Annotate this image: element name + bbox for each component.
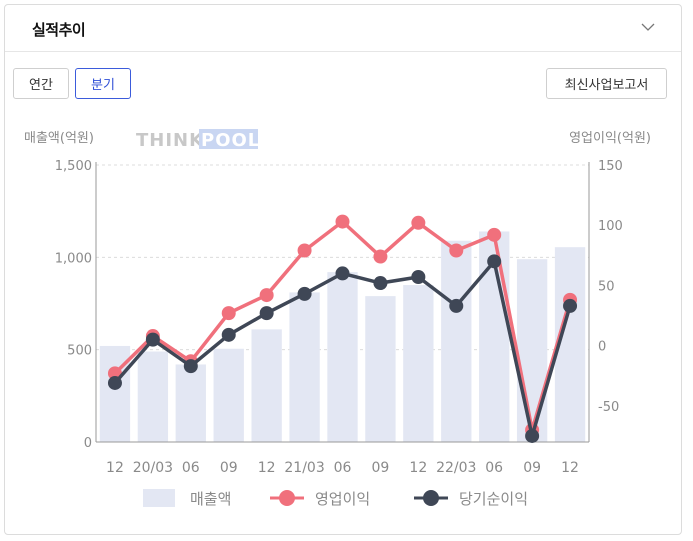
point-net-profit	[221, 327, 236, 342]
legend-swatch-revenue	[143, 489, 175, 507]
bar-revenue	[327, 272, 358, 442]
x-tick-label: 21/03	[284, 460, 324, 476]
x-tick-label: 12	[258, 460, 276, 476]
x-tick-label: 06	[182, 460, 200, 476]
x-tick-label: 20/03	[133, 460, 173, 476]
point-net-profit	[259, 306, 274, 321]
legend: 매출액 영업이익 당기순이익	[143, 489, 528, 508]
y2-tick-label: -50	[598, 400, 619, 415]
bar-revenue	[403, 285, 434, 442]
bar-revenue	[99, 345, 131, 442]
legend-marker-net	[423, 490, 439, 506]
bar-revenue	[516, 259, 548, 442]
point-net-profit	[487, 254, 502, 269]
point-operating-profit	[221, 306, 236, 321]
x-tick-label: 12	[561, 460, 579, 476]
point-net-profit	[297, 286, 312, 301]
y2-axis-title: 영업이익(억원)	[569, 131, 651, 146]
point-net-profit	[373, 276, 388, 291]
legend-marker-operating	[279, 490, 295, 506]
point-operating-profit	[373, 249, 388, 264]
tab-annual[interactable]: 연간	[13, 68, 69, 99]
point-net-profit	[145, 332, 160, 347]
legend-label-revenue: 매출액	[190, 490, 231, 508]
x-tick-label: 06	[485, 460, 503, 476]
x-tick-label: 12	[409, 460, 427, 476]
point-net-profit	[335, 266, 350, 281]
bar-revenue	[365, 296, 396, 442]
page-title: 실적추이	[32, 21, 86, 39]
x-tick-label: 09	[372, 460, 390, 476]
point-net-profit	[411, 270, 426, 285]
y-tick-label: 1,500	[55, 159, 92, 174]
y2-tick-label: 150	[598, 159, 623, 174]
bar-revenue	[213, 348, 244, 442]
bar-revenue	[441, 240, 472, 442]
point-operating-profit	[259, 288, 274, 303]
bar-revenue	[251, 329, 282, 442]
y-tick-label: 0	[84, 436, 92, 451]
point-operating-profit	[449, 243, 464, 258]
bar-revenue	[175, 364, 206, 442]
bar-revenue	[289, 292, 320, 442]
chevron-down-icon[interactable]	[641, 20, 655, 34]
y-axis-title: 매출액(억원)	[24, 131, 94, 146]
x-tick-label: 09	[523, 460, 541, 476]
point-net-profit	[107, 375, 122, 390]
card-header: 실적추이	[5, 5, 681, 52]
point-operating-profit	[297, 243, 312, 258]
svg-text:THINK: THINK	[136, 130, 204, 151]
tab-quarter[interactable]: 분기	[75, 68, 131, 99]
y2-tick-label: 100	[598, 219, 623, 234]
x-tick-label: 22/03	[436, 460, 476, 476]
y-tick-label: 500	[67, 344, 92, 359]
x-tick-label: 12	[106, 460, 124, 476]
point-net-profit	[183, 359, 198, 374]
y2-tick-label: 50	[598, 279, 615, 294]
y2-tick-label: 0	[598, 340, 606, 355]
point-net-profit	[525, 428, 540, 443]
legend-label-net: 당기순이익	[459, 490, 528, 508]
point-operating-profit	[411, 215, 426, 230]
point-net-profit	[563, 298, 578, 313]
point-operating-profit	[487, 227, 502, 242]
point-operating-profit	[335, 214, 350, 229]
y-tick-label: 1,000	[55, 251, 92, 266]
bar-revenue	[137, 351, 169, 442]
svg-text:POOL: POOL	[201, 130, 260, 151]
x-tick-label: 09	[220, 460, 238, 476]
thinkpool-logo: THINK POOL	[136, 129, 260, 151]
latest-report-button[interactable]: 최신사업보고서	[546, 68, 667, 99]
x-tick-label: 06	[334, 460, 352, 476]
point-net-profit	[449, 298, 464, 313]
legend-label-operating: 영업이익	[315, 490, 370, 508]
